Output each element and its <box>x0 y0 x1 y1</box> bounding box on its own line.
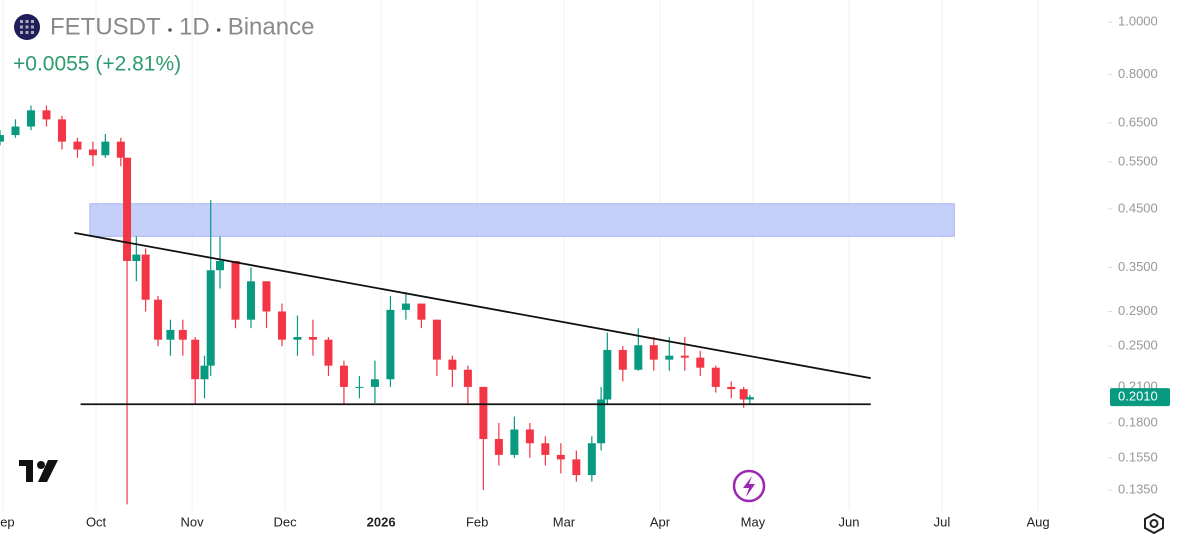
candle-body <box>587 443 596 476</box>
candle-body <box>216 260 224 271</box>
candle-body <box>739 389 748 400</box>
resistance-zone <box>89 203 955 237</box>
candle-body <box>572 459 581 476</box>
candle-body <box>618 349 627 370</box>
candle-body <box>448 359 457 370</box>
candle-body <box>479 386 488 440</box>
candle-body <box>665 355 674 360</box>
x-tick-label: Feb <box>466 514 488 529</box>
candle-body <box>355 386 364 388</box>
candle-body <box>0 135 4 142</box>
candle-body <box>541 443 550 455</box>
candle-body <box>231 260 240 320</box>
candle-body <box>603 349 612 400</box>
grid <box>2 0 1039 510</box>
candle-body <box>696 357 705 368</box>
y-tick-label: 0.6500 <box>1118 114 1158 129</box>
x-tick-label: May <box>741 514 766 529</box>
x-tick-label: Jul <box>934 514 951 529</box>
symbol-icon <box>14 14 40 40</box>
candle-body <box>11 126 20 136</box>
candle-body <box>88 149 97 156</box>
x-tick-label: Mar <box>553 514 576 529</box>
x-tick-label: Oct <box>86 514 107 529</box>
candle-body <box>727 386 736 390</box>
x-tick-label: Jun <box>839 514 860 529</box>
candle-body <box>42 110 51 120</box>
candle-body <box>246 281 255 320</box>
y-tick-label: 0.1800 <box>1118 414 1158 429</box>
candle-body <box>597 399 606 444</box>
candle-body <box>711 367 720 387</box>
candle-body <box>510 429 519 455</box>
x-tick-label: 2026 <box>367 514 396 529</box>
interval: 1D <box>179 13 210 40</box>
plot-area <box>0 105 955 505</box>
candle-body <box>277 311 286 340</box>
candle-body <box>308 337 317 340</box>
symbol: FETUSDT <box>50 13 161 40</box>
candle-body <box>494 439 503 455</box>
candle-body <box>26 110 35 127</box>
trend-line <box>74 231 871 380</box>
candle-body <box>116 141 125 158</box>
x-tick-label: Dec <box>274 514 298 529</box>
candle-body <box>57 119 66 142</box>
candle-body <box>745 397 754 400</box>
settings-button[interactable] <box>1144 512 1164 534</box>
candle-body <box>166 329 175 340</box>
y-tick-label: 0.5500 <box>1118 153 1158 168</box>
separator <box>168 28 172 32</box>
tradingview-logo <box>19 460 58 482</box>
y-tick-label: 0.2900 <box>1118 303 1158 318</box>
candle-body <box>206 270 215 366</box>
y-tick-label: 0.3500 <box>1118 259 1158 274</box>
candle-body <box>178 329 187 340</box>
x-tick-label: Apr <box>650 514 671 529</box>
candle-body <box>525 429 534 444</box>
y-tick-label: 0.4500 <box>1118 200 1158 215</box>
candle-body <box>141 254 150 300</box>
candle-body <box>123 157 132 261</box>
candle-body <box>262 281 271 312</box>
candle-body <box>200 365 209 380</box>
candle-body <box>339 365 348 387</box>
last-price-box <box>1110 388 1170 407</box>
price-change: +0.0055 (+2.81%) <box>13 53 181 76</box>
candle-body <box>101 141 110 156</box>
candle-body <box>132 254 141 261</box>
candle-body <box>432 319 441 360</box>
candle-body <box>293 337 302 340</box>
y-tick-label: 1.0000 <box>1118 14 1158 29</box>
y-tick-label: 0.2500 <box>1118 338 1158 353</box>
candle-body <box>649 345 658 360</box>
candle-body <box>463 369 472 387</box>
x-tick-label: Nov <box>181 514 205 529</box>
candle-body <box>154 299 163 340</box>
y-tick-label: 0.1550 <box>1118 449 1158 464</box>
candle-body <box>324 339 333 366</box>
candle-body <box>73 141 82 150</box>
candle-body <box>370 379 379 387</box>
last-price-label: 0.2010 <box>1118 389 1158 404</box>
candle-body <box>634 345 643 370</box>
candle-body <box>401 303 410 310</box>
separator <box>216 28 221 32</box>
exchange: Binance <box>228 13 315 40</box>
x-tick-label: Sep <box>0 514 15 529</box>
y-tick-label: 0.8000 <box>1118 66 1158 81</box>
candle-body <box>417 303 426 320</box>
candle-body <box>191 339 200 380</box>
lightning-button[interactable] <box>732 469 766 503</box>
x-tick-label: Aug <box>1026 514 1049 529</box>
y-tick-label: 0.1350 <box>1118 482 1158 497</box>
candle-body <box>556 454 565 460</box>
candle-body <box>680 355 689 358</box>
candle-body <box>386 309 395 380</box>
